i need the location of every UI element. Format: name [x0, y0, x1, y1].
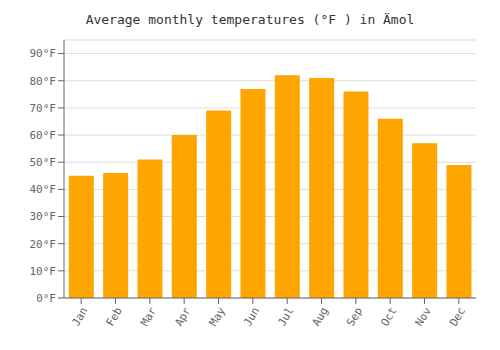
svg-text:Jun: Jun — [241, 305, 262, 329]
svg-text:10°F: 10°F — [30, 265, 57, 278]
svg-text:20°F: 20°F — [30, 238, 57, 251]
svg-text:Oct: Oct — [378, 305, 399, 329]
svg-text:Aug: Aug — [310, 305, 331, 329]
svg-text:70°F: 70°F — [30, 102, 57, 115]
svg-text:80°F: 80°F — [30, 75, 57, 88]
svg-text:0°F: 0°F — [36, 292, 56, 305]
svg-text:May: May — [207, 305, 228, 329]
svg-text:60°F: 60°F — [30, 129, 57, 142]
svg-text:Feb: Feb — [104, 305, 125, 329]
html-text:Average monthly temperatures (: Average monthly temperatures (°F ) in Ä­… — [85, 12, 415, 27]
svg-text:Dec: Dec — [447, 305, 468, 329]
svg-text:50°F: 50°F — [30, 156, 57, 169]
svg-text:Nov: Nov — [413, 305, 434, 329]
svg-text:40°F: 40°F — [30, 183, 57, 196]
svg-text:Jan: Jan — [69, 305, 90, 329]
svg-text:30°F: 30°F — [30, 210, 57, 223]
svg-text:90°F: 90°F — [30, 47, 57, 60]
svg-text:Sep: Sep — [344, 305, 365, 329]
svg-text:Mar: Mar — [138, 305, 159, 329]
svg-text:Apr: Apr — [172, 305, 193, 329]
svg-text:Jul: Jul — [275, 305, 296, 329]
